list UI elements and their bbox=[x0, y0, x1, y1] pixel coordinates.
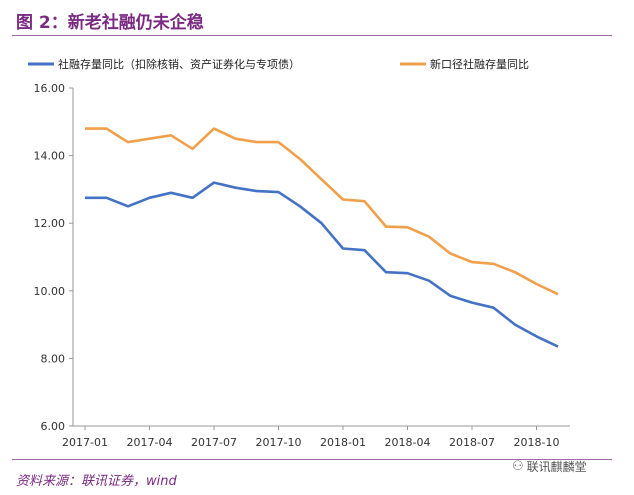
watermark-label: 联讯麒麟堂 bbox=[526, 460, 587, 474]
legend-label-2: 新口径社融存量同比 bbox=[430, 57, 529, 71]
x-tick-label: 2018-10 bbox=[514, 436, 560, 449]
legend-label-1: 社融存量同比（扣除核销、资产证券化与专项债） bbox=[58, 57, 300, 71]
series-line-1 bbox=[85, 181, 559, 348]
x-tick-label: 2017-07 bbox=[191, 436, 237, 449]
y-tick-label: 14.00 bbox=[34, 150, 66, 163]
x-tick-label: 2018-01 bbox=[320, 436, 366, 449]
x-tick-label: 2018-07 bbox=[449, 436, 495, 449]
y-tick-label: 12.00 bbox=[34, 217, 66, 230]
x-tick-label: 2018-04 bbox=[385, 436, 431, 449]
y-tick-label: 10.00 bbox=[34, 285, 66, 298]
figure-title: 图 2：新老社融仍未企稳 bbox=[16, 13, 204, 33]
series-line-2 bbox=[85, 127, 559, 296]
y-tick-label: 16.00 bbox=[34, 82, 66, 95]
source-note: 资料来源：联讯证券，wind bbox=[16, 474, 177, 489]
x-tick-label: 2017-10 bbox=[256, 436, 302, 449]
title-rule bbox=[12, 35, 612, 36]
line-chart: 6.00 8.00 10.00 12.00 14.00 16.00 2017-01 2017-… bbox=[28, 57, 570, 449]
watermark: ⚇ 联讯麒麟堂 bbox=[512, 458, 587, 475]
wechat-icon: ⚇ bbox=[512, 459, 524, 474]
x-tick-label: 2017-01 bbox=[62, 436, 108, 449]
bottom-rule bbox=[12, 459, 612, 460]
y-tick-label: 8.00 bbox=[41, 352, 66, 365]
y-tick-label: 6.00 bbox=[41, 420, 66, 433]
x-tick-label: 2017-04 bbox=[127, 436, 173, 449]
